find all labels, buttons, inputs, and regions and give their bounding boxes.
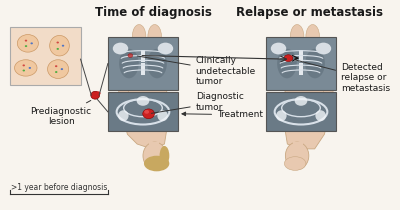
Ellipse shape: [55, 71, 58, 73]
Ellipse shape: [132, 25, 146, 49]
Ellipse shape: [277, 49, 297, 78]
Ellipse shape: [158, 43, 173, 54]
Ellipse shape: [50, 35, 69, 56]
Ellipse shape: [128, 54, 133, 58]
Text: Prediagnostic
lesion: Prediagnostic lesion: [30, 100, 92, 126]
Bar: [149, 142, 158, 152]
Bar: [299, 50, 303, 54]
Ellipse shape: [295, 96, 307, 106]
Ellipse shape: [61, 68, 63, 70]
Ellipse shape: [17, 35, 38, 52]
Bar: [141, 67, 145, 71]
Polygon shape: [122, 56, 168, 149]
Ellipse shape: [48, 60, 69, 79]
Ellipse shape: [56, 48, 59, 50]
Ellipse shape: [91, 91, 100, 99]
Ellipse shape: [96, 91, 100, 95]
Ellipse shape: [290, 25, 304, 49]
Text: >1 year before diagnosis: >1 year before diagnosis: [11, 183, 107, 192]
Ellipse shape: [144, 110, 149, 114]
Polygon shape: [284, 56, 329, 149]
Ellipse shape: [306, 25, 320, 49]
Ellipse shape: [143, 109, 154, 119]
Ellipse shape: [271, 43, 286, 54]
Ellipse shape: [276, 110, 287, 121]
Ellipse shape: [14, 60, 37, 76]
Bar: [299, 63, 303, 67]
Ellipse shape: [285, 142, 309, 169]
Bar: [108, 92, 178, 131]
Ellipse shape: [315, 110, 326, 121]
Text: Relapse or metastasis: Relapse or metastasis: [236, 5, 383, 18]
Bar: [299, 67, 303, 71]
Ellipse shape: [324, 78, 333, 112]
Ellipse shape: [284, 55, 293, 62]
Bar: [266, 92, 336, 131]
Ellipse shape: [147, 49, 167, 78]
Ellipse shape: [29, 67, 31, 69]
Bar: [299, 58, 303, 62]
Bar: [141, 50, 145, 54]
Ellipse shape: [143, 142, 166, 169]
Ellipse shape: [62, 45, 64, 47]
Ellipse shape: [55, 65, 57, 67]
Bar: [299, 54, 303, 58]
Bar: [10, 27, 80, 85]
Ellipse shape: [148, 25, 162, 49]
Ellipse shape: [30, 42, 33, 44]
Bar: [141, 71, 145, 75]
Bar: [299, 71, 303, 75]
Text: Time of diagnosis: Time of diagnosis: [95, 5, 212, 18]
Text: Clinically
undetectable
tumor: Clinically undetectable tumor: [137, 56, 256, 86]
Ellipse shape: [22, 70, 25, 71]
Ellipse shape: [305, 49, 325, 78]
Ellipse shape: [157, 110, 168, 121]
Ellipse shape: [118, 110, 128, 121]
Ellipse shape: [137, 96, 149, 106]
Ellipse shape: [56, 42, 59, 43]
Ellipse shape: [22, 64, 25, 66]
Ellipse shape: [144, 156, 169, 171]
Ellipse shape: [113, 43, 128, 54]
Ellipse shape: [25, 40, 27, 42]
Bar: [141, 54, 145, 58]
Text: Diagnostic
tumor: Diagnostic tumor: [151, 92, 244, 113]
Ellipse shape: [316, 43, 331, 54]
Bar: [266, 37, 336, 90]
Ellipse shape: [25, 45, 27, 47]
Ellipse shape: [118, 78, 128, 112]
Text: Treatment: Treatment: [182, 110, 263, 119]
Bar: [293, 142, 303, 152]
Bar: [141, 58, 145, 62]
Text: Detected
relapse or
metastasis: Detected relapse or metastasis: [295, 60, 390, 93]
Ellipse shape: [119, 49, 139, 78]
Bar: [108, 37, 178, 90]
Ellipse shape: [160, 146, 169, 165]
Ellipse shape: [284, 157, 306, 170]
Bar: [141, 63, 145, 67]
